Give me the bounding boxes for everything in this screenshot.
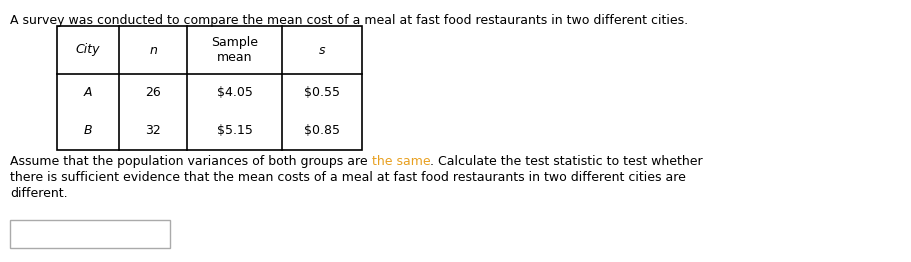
Text: $5.15: $5.15 <box>217 124 252 138</box>
Text: the same: the same <box>372 155 430 168</box>
Bar <box>10 220 170 248</box>
Text: $0.85: $0.85 <box>304 124 340 138</box>
Text: s: s <box>319 43 325 57</box>
Text: $4.05: $4.05 <box>217 86 252 100</box>
Text: Sample
mean: Sample mean <box>211 36 258 64</box>
Text: Assume that the population variances of both groups are: Assume that the population variances of … <box>10 155 372 168</box>
Text: City: City <box>76 43 100 57</box>
Text: $0.55: $0.55 <box>304 86 340 100</box>
Text: B: B <box>84 124 92 138</box>
Text: different.: different. <box>10 187 67 200</box>
Text: A: A <box>84 86 92 100</box>
Text: 26: 26 <box>145 86 161 100</box>
Bar <box>57 26 362 150</box>
Text: A survey was conducted to compare the mean cost of a meal at fast food restauran: A survey was conducted to compare the me… <box>10 14 688 27</box>
Text: there is sufficient evidence that the mean costs of a meal at fast food restaura: there is sufficient evidence that the me… <box>10 171 686 184</box>
Text: 32: 32 <box>145 124 161 138</box>
Text: . Calculate the test statistic to test whether: . Calculate the test statistic to test w… <box>430 155 703 168</box>
Text: n: n <box>149 43 157 57</box>
